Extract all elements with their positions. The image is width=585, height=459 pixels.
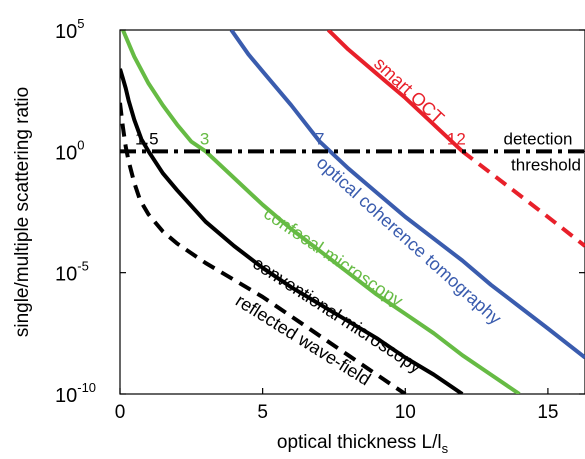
series-line-confocal [121,30,521,394]
axes-group [119,29,585,395]
plot-frame [119,29,585,395]
series-line-smart-extrap [461,149,585,248]
y-tick-label: 10-5 [55,259,89,286]
crossing-label: 1.5 [135,129,159,148]
threshold-label-line1: detection [504,129,573,148]
series-line-reflected [120,102,407,394]
crossing-label: 3 [200,129,209,148]
x-tick-label: 10 [395,402,416,423]
x-tick-label: 0 [115,402,126,423]
y-tick-label: 105 [55,16,84,43]
x-tick-label: 15 [537,402,558,423]
label-layer: detection threshold 1.5 3 7 12 reflected wave-… [135,53,583,389]
curve-label-oct: optical coherence tomography [313,152,506,328]
series-line-smart [326,30,464,153]
tick-layer: 0 5 10 15 105 100 10-5 10-10 [55,16,585,423]
curve-label-reflected: reflected wave-field [232,290,374,389]
crossing-label: 7 [315,129,324,148]
x-tick-label: 5 [257,402,268,423]
y-tick-label: 10-10 [55,380,96,407]
curve-label-smart: smart OCT [370,53,448,128]
crossing-label: 12 [447,129,466,148]
series-line-conventional [120,68,464,394]
x-axis-label: optical thickness L/ls [277,432,449,456]
threshold-label-line2: threshold [511,155,581,174]
y-tick-label: 100 [55,137,84,164]
series-layer [120,30,585,394]
threshold-label-bg [493,127,583,148]
series-line-oct [229,30,585,360]
y-axis-label: single/multiple scattering ratio [12,87,33,337]
